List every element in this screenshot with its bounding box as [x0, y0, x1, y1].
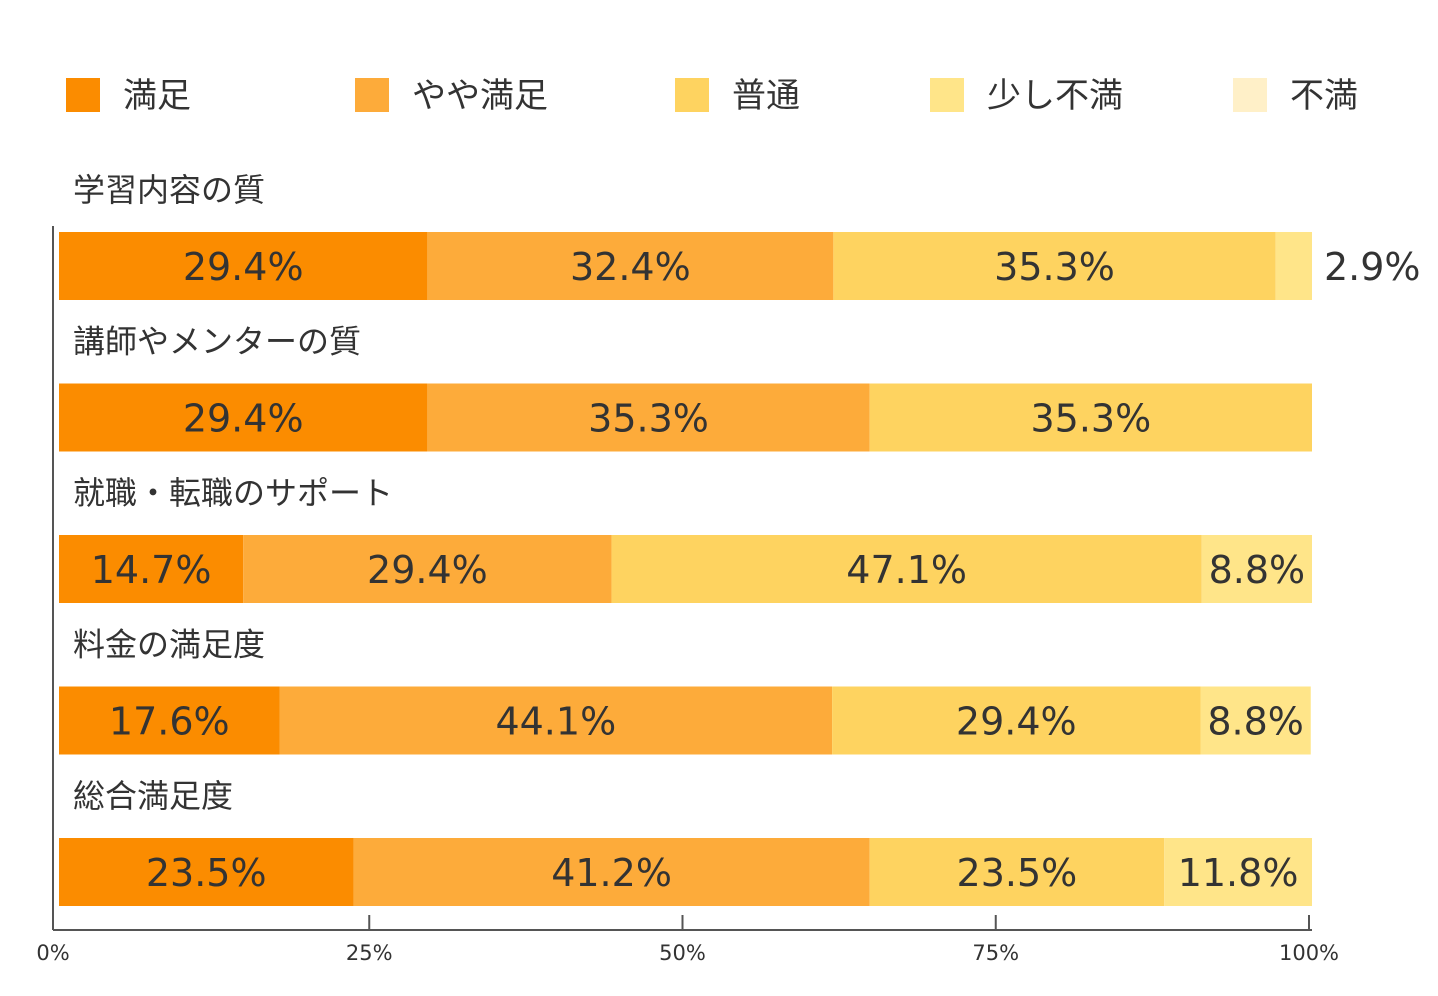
category-label: 学習内容の質 [73, 171, 265, 209]
bar-segment [832, 686, 1201, 755]
bar-segment [353, 838, 870, 906]
data-label: 14.7% [91, 548, 212, 592]
data-label: 29.4% [183, 245, 304, 289]
data-label: 23.5% [146, 851, 267, 895]
legend-label: 少し不満 [987, 76, 1123, 116]
category-label: 講師やメンターの質 [73, 323, 361, 361]
x-tick-label: 0% [36, 941, 69, 965]
bar-segment [243, 535, 612, 603]
legend-label: 不満 [1290, 76, 1358, 116]
bar-segment [1164, 838, 1312, 906]
legend-swatch [930, 78, 964, 112]
bar-segment [59, 232, 428, 300]
data-label: 44.1% [495, 700, 616, 744]
legend-swatch [1233, 78, 1267, 112]
legend-swatch [675, 78, 709, 112]
data-label: 29.4% [956, 700, 1077, 744]
bar-segment [427, 383, 870, 452]
bar-segment [59, 838, 354, 906]
bar-segment [279, 686, 833, 755]
category-label: 就職・転職のサポート [73, 474, 393, 512]
data-label: 8.8% [1207, 700, 1304, 744]
data-label: 29.4% [183, 397, 304, 441]
bar-segment [1200, 686, 1311, 755]
legend-label: 満足 [123, 76, 191, 116]
bar-segment [1275, 232, 1312, 300]
bar-segment [611, 535, 1202, 603]
data-label: 23.5% [957, 851, 1078, 895]
data-label: 35.3% [1030, 397, 1151, 441]
data-label: 35.3% [994, 245, 1115, 289]
x-tick-label: 25% [346, 941, 393, 965]
legend-swatch [355, 78, 389, 112]
x-tick-label: 50% [659, 941, 706, 965]
data-label: 11.8% [1178, 851, 1299, 895]
bar-segment [59, 383, 428, 452]
bar-segment [833, 232, 1276, 300]
data-label: 29.4% [367, 548, 488, 592]
data-label: 32.4% [570, 245, 691, 289]
bar-segment [1201, 535, 1312, 603]
category-label: 料金の満足度 [73, 626, 265, 664]
x-tick-label: 100% [1279, 941, 1339, 965]
data-label: 41.2% [551, 851, 672, 895]
data-label: 35.3% [588, 397, 709, 441]
legend-swatch [66, 78, 100, 112]
data-label: 8.8% [1209, 548, 1306, 592]
bar-segment [869, 383, 1312, 452]
bar-segment [427, 232, 834, 300]
bar-segment [59, 686, 280, 755]
data-label: 17.6% [109, 700, 230, 744]
legend-label: 普通 [732, 76, 800, 116]
data-label: 2.9% [1324, 245, 1421, 289]
bar-segment [59, 535, 244, 603]
data-label: 47.1% [846, 548, 967, 592]
category-label: 総合満足度 [73, 777, 233, 815]
bar-segment [869, 838, 1165, 906]
legend-label: やや満足 [412, 76, 548, 116]
x-tick-label: 75% [972, 941, 1019, 965]
